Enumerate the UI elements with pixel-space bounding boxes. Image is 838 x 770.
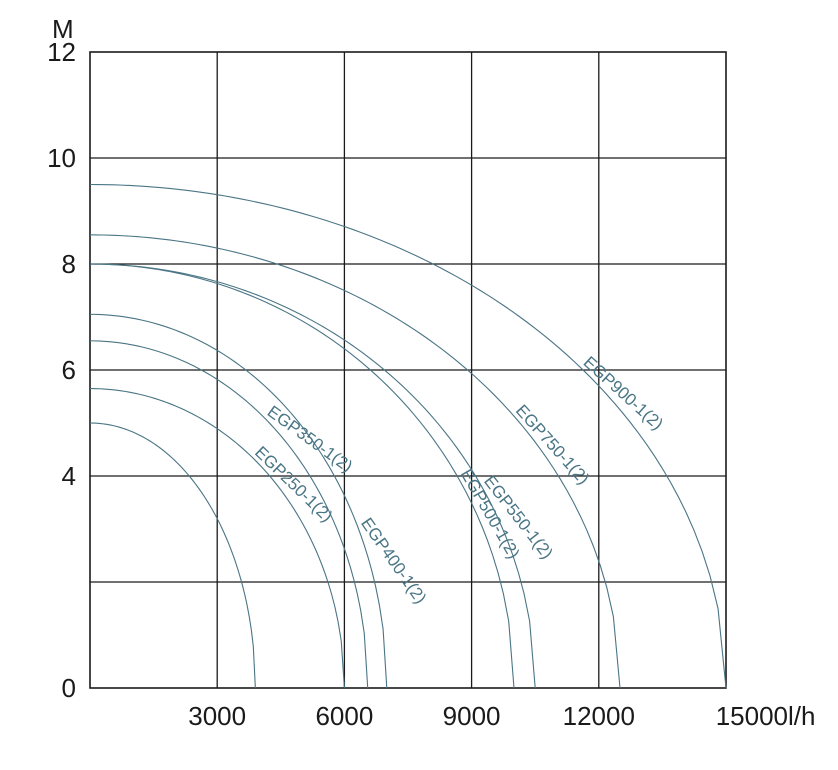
x-tick-9000: 9000 (443, 701, 501, 731)
curve-egp400-1-2 (89, 313, 388, 689)
y-tick-labels: 0 4 6 8 10 12 (47, 37, 76, 703)
y-tick-0: 0 (62, 673, 76, 703)
curve-labels: EGP200-1(2)EGP250-1(2)EGP350-1(2)EGP400-… (251, 353, 667, 608)
curve-egp200-1-2 (89, 422, 256, 689)
plot-frame (89, 51, 727, 689)
x-tick-12000: 12000 (563, 701, 635, 731)
x-tick-15000: 15000 (716, 701, 788, 731)
curve-egp550-1-2 (89, 263, 536, 689)
y-tick-10: 10 (47, 143, 76, 173)
x-tick-labels: 3000 6000 9000 12000 15000 (188, 701, 788, 731)
curve-egp250-1-2 (89, 388, 345, 689)
curve-egp900-1-2 (89, 183, 727, 689)
y-axis-unit: M (52, 14, 74, 44)
curve-egp350-1-2 (89, 340, 369, 689)
x-tick-6000: 6000 (315, 701, 373, 731)
curve-label-egp900-1-2: EGP900-1(2) (580, 353, 667, 434)
y-tick-6: 6 (62, 355, 76, 385)
curves (89, 183, 727, 689)
y-tick-8: 8 (62, 249, 76, 279)
curve-label-egp400-1-2: EGP400-1(2) (357, 514, 430, 607)
y-tick-4: 4 (62, 461, 76, 491)
curve-egp750-1-2 (89, 234, 621, 689)
curve-label-egp750-1-2: EGP750-1(2) (512, 401, 593, 488)
x-axis-unit: l/h (788, 701, 815, 731)
grid (90, 52, 726, 688)
y-tick-12: 12 (47, 37, 76, 67)
x-tick-3000: 3000 (188, 701, 246, 731)
